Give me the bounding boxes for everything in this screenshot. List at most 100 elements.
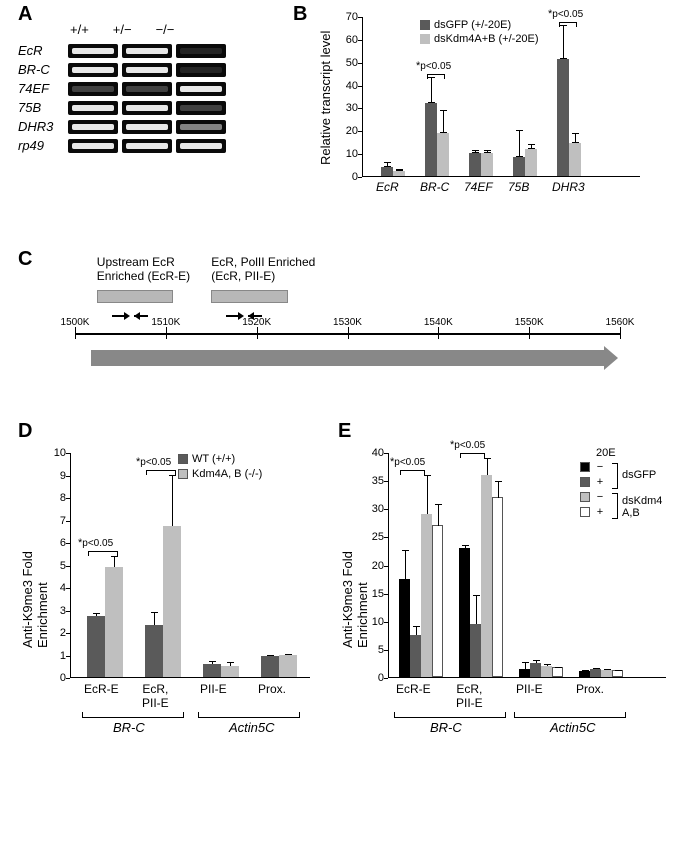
ytick: 15 [368, 588, 384, 600]
gel-lane [176, 63, 226, 77]
bar [399, 579, 410, 677]
gel-row: DHR3 [18, 119, 258, 134]
axis-tick-label: 1520K [242, 317, 271, 328]
significance-label: *p<0.05 [450, 439, 485, 451]
bar [145, 625, 163, 677]
ytick: 10 [50, 447, 66, 459]
significance-label: *p<0.05 [78, 537, 113, 549]
ytick: 4 [50, 582, 66, 594]
legend: WT (+/+)Kdm4A, B (-/-) [178, 453, 262, 483]
gel-lane [68, 44, 118, 58]
bar [612, 670, 623, 677]
genotype-label: +/− [113, 22, 132, 37]
gel-lane [122, 82, 172, 96]
axis-tick-label: 1540K [424, 317, 453, 328]
legend-group: dsGFP [622, 469, 656, 481]
bar [481, 475, 492, 678]
category-label: EcR [376, 180, 399, 194]
gel-row: BR-C [18, 62, 258, 77]
bar [590, 669, 601, 677]
legend: 20E−+−+ [580, 447, 616, 521]
gene-label: rp49 [18, 138, 68, 153]
genotype-label: −/− [156, 22, 175, 37]
ytick: 5 [50, 560, 66, 572]
category-label: EcR-E [84, 682, 119, 696]
bar [557, 59, 569, 176]
ytick: 7 [50, 515, 66, 527]
ytick: 10 [344, 148, 358, 160]
gene-label: DHR3 [18, 119, 68, 134]
category-label: 75B [508, 180, 529, 194]
axis-tick-label: 1500K [61, 317, 90, 328]
chart-d-area [70, 453, 310, 678]
panel-d: Anti-K9me3 FoldEnrichment012345678910EcR… [18, 445, 328, 755]
axis-tick-label: 1510K [151, 317, 180, 328]
gel-row: EcR [18, 43, 258, 58]
gel-lane [176, 120, 226, 134]
gel-row: 74EF [18, 81, 258, 96]
bar [105, 567, 123, 677]
category-label: EcR-E [396, 682, 431, 696]
legend-group: dsKdm4A,B [622, 495, 662, 519]
ytick: 2 [50, 627, 66, 639]
bar [579, 671, 590, 677]
ytick: 6 [50, 537, 66, 549]
ytick: 40 [344, 80, 358, 92]
bar [469, 153, 481, 176]
region-subtitle: Enriched (EcR-E) [97, 269, 190, 283]
gel-lane [122, 139, 172, 153]
region-title: Upstream EcR [97, 255, 175, 269]
ylabel: Anti-K9me3 FoldEnrichment [340, 423, 370, 648]
category-label: Prox. [258, 682, 286, 696]
panel-a: +/++/−−/−EcRBR-C74EF75BDHR3rp49 [18, 22, 258, 157]
bar [519, 669, 530, 677]
chart-e-area [388, 453, 666, 678]
panel-b: Relative transcript level 01020304050607… [310, 5, 660, 215]
region-subtitle: (EcR, PII-E) [211, 269, 275, 283]
group-label: BR-C [430, 720, 462, 735]
gel-lane [68, 120, 118, 134]
gene-label: EcR [18, 43, 68, 58]
gel-lane [68, 101, 118, 115]
ytick: 8 [50, 492, 66, 504]
bar [552, 667, 563, 677]
ytick: 9 [50, 470, 66, 482]
bar [425, 103, 437, 176]
axis-tick-label: 1530K [333, 317, 362, 328]
gel-lane [68, 82, 118, 96]
bar [513, 157, 525, 176]
ytick: 0 [344, 171, 358, 183]
bar [541, 666, 552, 677]
gel-lane [122, 63, 172, 77]
gel-lane [176, 44, 226, 58]
bar [279, 655, 297, 677]
category-label: DHR3 [552, 180, 585, 194]
bar [530, 663, 541, 677]
region-box [211, 290, 287, 303]
ytick: 0 [50, 672, 66, 684]
ytick: 40 [368, 447, 384, 459]
category-label: EcR,PII-E [456, 682, 483, 710]
ytick: 20 [368, 560, 384, 572]
bar [421, 514, 432, 677]
gel-lane [122, 44, 172, 58]
gene-label: BR-C [18, 62, 68, 77]
gel-lane [176, 82, 226, 96]
category-label: Prox. [576, 682, 604, 696]
ytick: 70 [344, 11, 358, 23]
bar [393, 171, 405, 176]
region-title: EcR, PolII Enriched [211, 255, 315, 269]
bar [410, 635, 421, 677]
gel-lane [122, 120, 172, 134]
ytick: 25 [368, 531, 384, 543]
ytick: 50 [344, 57, 358, 69]
gel-lane [122, 101, 172, 115]
ylabel: Anti-K9me3 FoldEnrichment [20, 423, 50, 648]
gene-body [91, 350, 603, 366]
panel-e: Anti-K9me3 FoldEnrichment051015202530354… [338, 445, 678, 755]
bar [432, 525, 443, 677]
chart-b-ylabel: Relative transcript level [318, 31, 333, 165]
ytick: 20 [344, 125, 358, 137]
gel-lane [68, 139, 118, 153]
bar [601, 670, 612, 677]
